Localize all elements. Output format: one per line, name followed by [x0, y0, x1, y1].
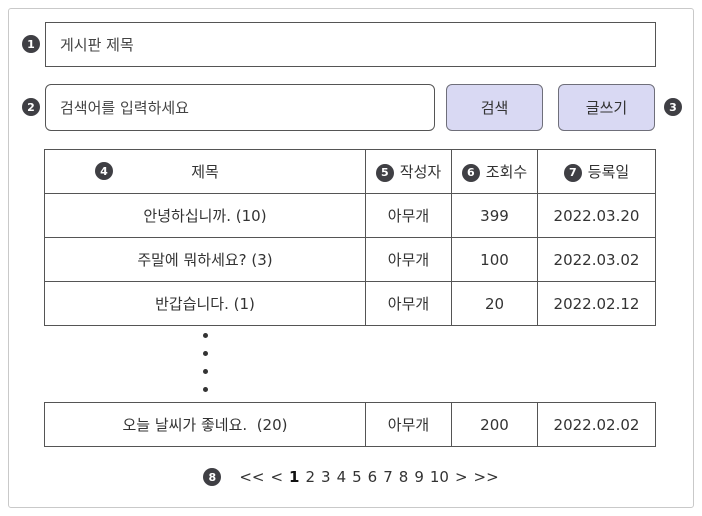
table-row[interactable]: 반갑습니다. (1) 아무개 20 2022.02.12 — [45, 282, 656, 326]
post-date: 2022.03.02 — [538, 238, 656, 282]
pagination: 8 << < 1 2 3 4 5 6 7 8 9 10 > >> — [0, 468, 702, 486]
post-table: 4 제목 5 작성자 6 조회수 7 등록일 안녕하십니까. (10) 아무개 399… — [44, 149, 656, 326]
callout-badge-2: 2 — [22, 98, 40, 116]
post-views: 100 — [452, 238, 538, 282]
table-row[interactable]: 안녕하십니까. (10) 아무개 399 2022.03.20 — [45, 194, 656, 238]
callout-badge-6: 6 — [462, 164, 480, 182]
page-link-current[interactable]: 1 — [289, 468, 299, 486]
callout-badge-1: 1 — [22, 35, 40, 53]
post-date: 2022.02.02 — [538, 403, 656, 447]
callout-badge-8: 8 — [203, 468, 221, 486]
page-link[interactable]: 5 — [352, 468, 362, 486]
search-input[interactable]: 검색어를 입력하세요 — [45, 84, 435, 131]
board-title-text: 게시판 제목 — [60, 34, 134, 55]
header-author-label: 작성자 — [400, 163, 441, 181]
post-author: 아무개 — [366, 282, 452, 326]
post-date: 2022.03.20 — [538, 194, 656, 238]
post-views: 399 — [452, 194, 538, 238]
prev-page-link[interactable]: < — [270, 468, 283, 486]
header-views: 6 조회수 — [452, 150, 538, 194]
header-author: 5 작성자 — [366, 150, 452, 194]
post-table-last: 오늘 날씨가 좋네요. (20) 아무개 200 2022.02.02 — [44, 402, 656, 447]
post-date: 2022.02.12 — [538, 282, 656, 326]
post-author: 아무개 — [366, 194, 452, 238]
search-button[interactable]: 검색 — [446, 84, 543, 131]
header-title: 4 제목 — [45, 150, 366, 194]
post-author: 아무개 — [366, 403, 452, 447]
board-title-field: 게시판 제목 — [45, 22, 656, 67]
page-link[interactable]: 3 — [321, 468, 331, 486]
callout-badge-3: 3 — [664, 98, 682, 116]
post-title-link[interactable]: 반갑습니다. (1) — [45, 282, 366, 326]
callout-badge-5: 5 — [376, 164, 394, 182]
write-button[interactable]: 글쓰기 — [558, 84, 655, 131]
last-page-link[interactable]: >> — [474, 468, 499, 486]
post-views: 200 — [452, 403, 538, 447]
next-page-link[interactable]: > — [455, 468, 468, 486]
post-title-link[interactable]: 안녕하십니까. (10) — [45, 194, 366, 238]
callout-badge-7: 7 — [564, 164, 582, 182]
page-link[interactable]: 4 — [337, 468, 347, 486]
header-title-label: 제목 — [191, 163, 219, 181]
header-date: 7 등록일 — [538, 150, 656, 194]
search-placeholder: 검색어를 입력하세요 — [60, 97, 189, 118]
post-views: 20 — [452, 282, 538, 326]
post-title-link[interactable]: 주말에 뭐하세요? (3) — [45, 238, 366, 282]
vertical-ellipsis-icon — [203, 333, 209, 405]
first-page-link[interactable]: << — [239, 468, 264, 486]
page-link[interactable]: 2 — [305, 468, 315, 486]
post-title-link[interactable]: 오늘 날씨가 좋네요. (20) — [45, 403, 366, 447]
table-header-row: 4 제목 5 작성자 6 조회수 7 등록일 — [45, 150, 656, 194]
page-link[interactable]: 10 — [430, 468, 449, 486]
page-link[interactable]: 7 — [383, 468, 393, 486]
header-views-label: 조회수 — [486, 163, 527, 181]
page-link[interactable]: 6 — [368, 468, 378, 486]
page-link[interactable]: 9 — [414, 468, 424, 486]
table-row[interactable]: 주말에 뭐하세요? (3) 아무개 100 2022.03.02 — [45, 238, 656, 282]
callout-badge-4: 4 — [95, 162, 113, 180]
page-link[interactable]: 8 — [399, 468, 409, 486]
post-author: 아무개 — [366, 238, 452, 282]
header-date-label: 등록일 — [588, 163, 629, 181]
table-row[interactable]: 오늘 날씨가 좋네요. (20) 아무개 200 2022.02.02 — [45, 403, 656, 447]
